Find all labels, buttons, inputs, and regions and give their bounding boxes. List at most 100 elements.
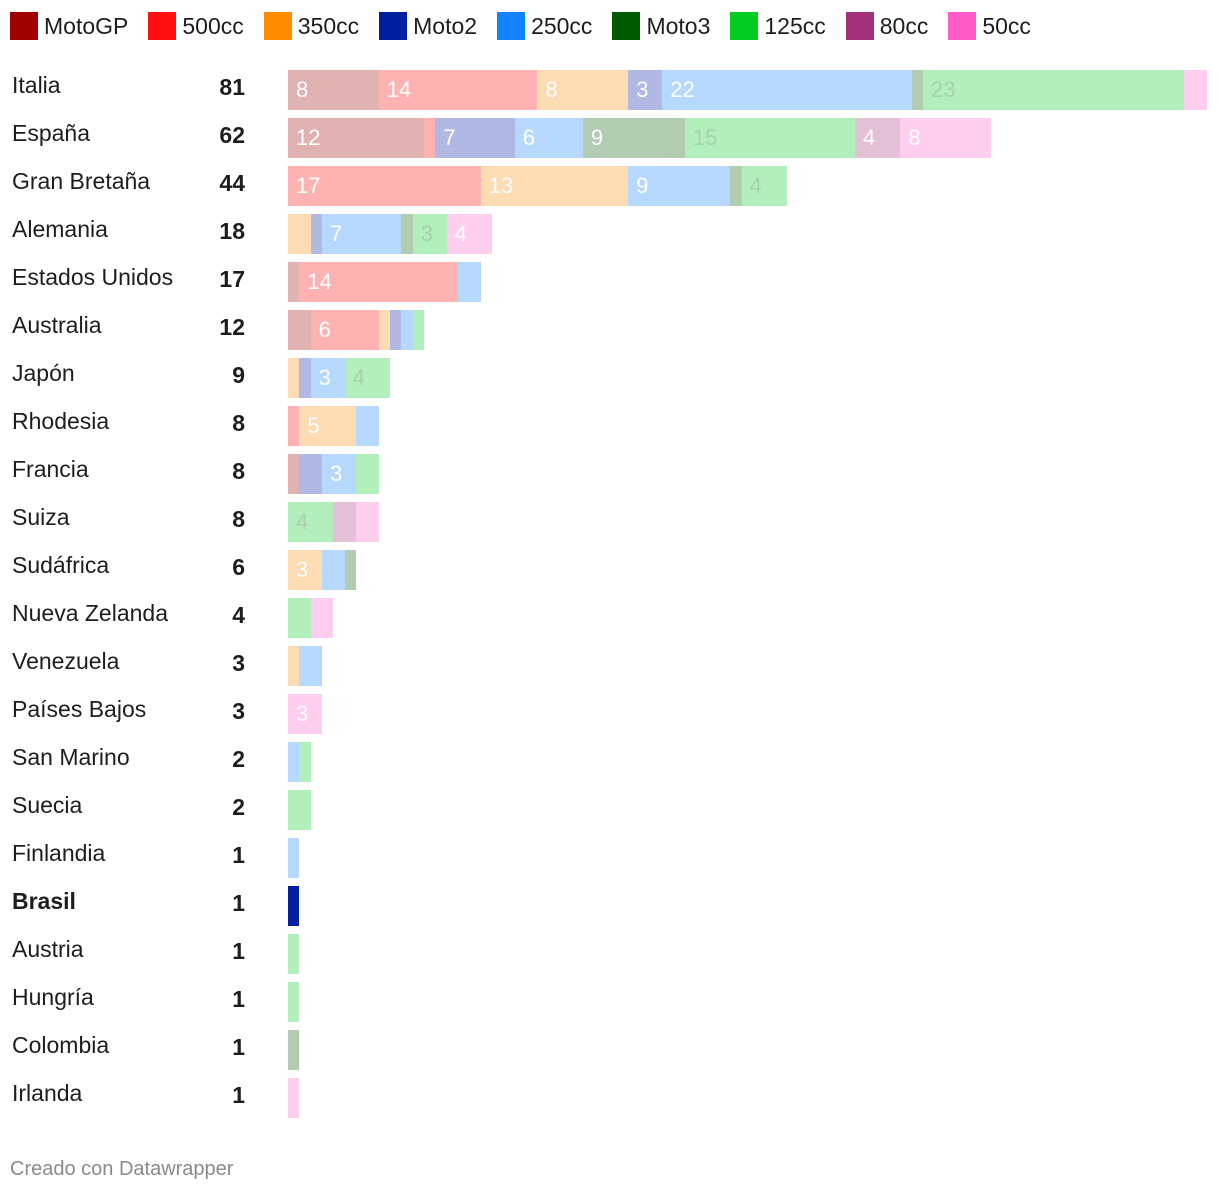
bar-segment-250cc: 3	[322, 454, 357, 494]
bar-segment-125cc: 4	[741, 166, 787, 206]
bar-value-label: 9	[590, 125, 604, 150]
bar-value-label: 7	[330, 221, 343, 246]
row-total: 4	[232, 602, 245, 628]
bar-value-label: 12	[296, 125, 321, 150]
bar-value-label: 6	[522, 125, 536, 150]
row-total: 8	[232, 410, 245, 436]
bar-value-label: 4	[749, 173, 762, 198]
chart-row: Brasil 1	[0, 882, 1220, 930]
bar-value-label: 9	[636, 173, 649, 198]
legend-swatch	[845, 12, 874, 40]
bar-segment-50cc: 3	[288, 694, 323, 734]
chart-row: Colombia 1	[0, 1026, 1220, 1074]
bar-segment-500cc: 17	[288, 166, 481, 206]
legend-item: 125cc	[730, 12, 826, 40]
row-total: 17	[219, 266, 245, 292]
bar-segment-motogp: 8	[288, 70, 379, 110]
chart-row: Gran Bretaña 44 17 13 9 4	[0, 162, 1220, 210]
bar-segment-moto3	[288, 1030, 300, 1070]
row-label: Estados Unidos	[12, 264, 174, 290]
row-total: 8	[232, 458, 245, 484]
bar-segment-motogp	[288, 454, 300, 494]
row-label: Colombia	[12, 1032, 110, 1058]
legend-label: 500cc	[182, 12, 244, 39]
footer-credit: Creado con Datawrapper	[10, 1158, 234, 1180]
row-total: 1	[232, 938, 245, 964]
bar-segment-250cc: 6	[514, 118, 583, 158]
bar-segment-125cc: 4	[344, 358, 391, 398]
row-total: 62	[219, 122, 245, 148]
chart-row: Hungría 1	[0, 978, 1220, 1026]
legend-swatch	[379, 12, 408, 40]
bar-segment-500cc	[424, 118, 436, 158]
row-label: Japón	[12, 360, 75, 386]
row-label: Austria	[12, 936, 84, 962]
bar-value-label: 8	[908, 125, 921, 150]
row-total: 1	[232, 1082, 245, 1108]
bar-value-label: 15	[692, 125, 718, 150]
legend-swatch	[497, 12, 526, 40]
bar-segment-125cc	[288, 982, 300, 1022]
row-total: 3	[232, 650, 245, 676]
legend-swatch	[148, 12, 177, 40]
row-total: 1	[232, 842, 245, 868]
legend: MotoGP 500cc 350cc Moto2 250cc Moto3 125cc 80cc…	[10, 12, 1220, 40]
bar-segment-125cc: 15	[684, 118, 855, 158]
row-label: Italia	[12, 72, 61, 98]
bar-segment-moto3	[730, 166, 742, 206]
row-total: 9	[232, 362, 245, 388]
row-total: 2	[232, 794, 245, 820]
chart-row: Países Bajos 3 3	[0, 690, 1220, 738]
legend-label: 80cc	[879, 12, 929, 39]
bar-segment-125cc: 3	[412, 214, 447, 254]
legend-item: 50cc	[948, 12, 1031, 40]
legend-item: Moto2	[379, 12, 477, 40]
bar-segment-moto2	[299, 454, 322, 494]
bar-value-label: 3	[296, 701, 309, 726]
bar-segment-250cc	[401, 310, 413, 350]
bar-value-label: 7	[443, 125, 456, 150]
chart-row: Irlanda 1	[0, 1074, 1220, 1122]
chart-row: San Marino 2	[0, 738, 1220, 786]
row-total: 8	[232, 506, 245, 532]
bar-segment-moto3	[911, 70, 924, 110]
row-label: España	[12, 120, 91, 146]
legend-item: 350cc	[263, 12, 360, 40]
bar-segment-motogp: 12	[288, 118, 425, 158]
bar-segment-50cc: 8	[900, 118, 992, 158]
bar-segment-moto3	[344, 550, 357, 590]
bar-segment-250cc: 22	[662, 70, 912, 110]
row-label: San Marino	[12, 744, 130, 770]
legend-label: Moto2	[413, 12, 478, 39]
bar-segment-350cc: 13	[480, 166, 629, 206]
bar-segment-250cc	[288, 838, 300, 878]
bar-segment-250cc: 9	[628, 166, 731, 206]
row-total: 18	[219, 218, 245, 244]
legend-swatch	[948, 12, 977, 40]
legend-item: Moto3	[612, 12, 710, 40]
bar-segment-motogp	[288, 262, 300, 302]
chart-row: Venezuela 3	[0, 642, 1220, 690]
bar-segment-350cc	[288, 214, 311, 254]
bar-segment-125cc: 4	[288, 502, 334, 542]
bar-segment-moto2: 7	[435, 118, 515, 158]
legend-swatch	[10, 12, 38, 40]
row-total: 1	[232, 890, 245, 916]
bar-segment-350cc: 8	[537, 70, 629, 110]
bar-segment-125cc	[299, 742, 311, 782]
legend-label: 50cc	[982, 12, 1031, 39]
chart-row: Suiza 8 4	[0, 498, 1220, 546]
bar-segment-250cc: 7	[322, 214, 402, 254]
bar-segment-500cc: 14	[378, 70, 538, 110]
bar-segment-50cc	[310, 598, 334, 638]
bar-segment-350cc: 3	[288, 550, 323, 590]
chart-row: Australia 12 6	[0, 306, 1220, 354]
legend-label: 350cc	[297, 12, 360, 39]
bar-segment-125cc	[356, 454, 379, 494]
row-label: Alemania	[12, 216, 108, 242]
bar-segment-125cc: 23	[923, 70, 1184, 110]
legend-label: Moto3	[646, 12, 711, 39]
bar-value-label: 4	[352, 365, 365, 390]
bar-segment-moto3: 9	[582, 118, 685, 158]
legend-label: MotoGP	[44, 12, 129, 39]
